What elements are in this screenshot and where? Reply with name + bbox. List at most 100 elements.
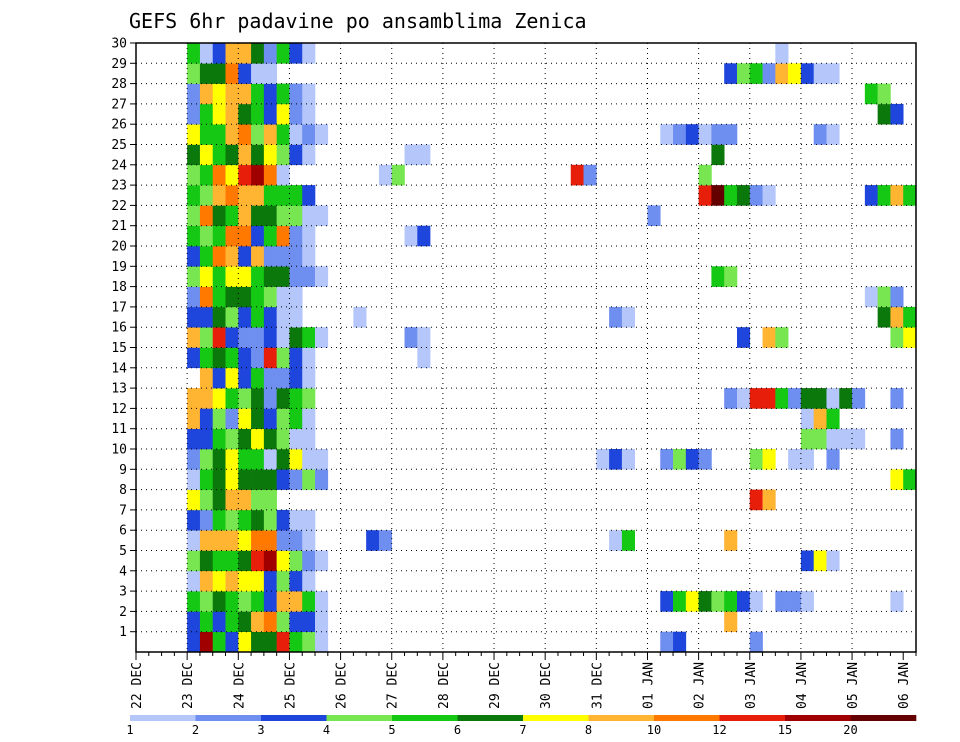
heatmap-cell xyxy=(276,144,290,166)
heatmap-cell xyxy=(199,246,214,267)
heatmap-cell xyxy=(263,550,277,572)
heatmap-cell xyxy=(212,388,226,409)
heatmap-cell xyxy=(852,428,866,450)
heatmap-cell xyxy=(276,428,290,450)
heatmap-cell xyxy=(225,205,239,226)
heatmap-cell xyxy=(225,530,239,551)
colorbar-label: 4 xyxy=(323,723,330,737)
heatmap-cell xyxy=(225,611,239,632)
heatmap-cell xyxy=(251,428,265,450)
heatmap-cell xyxy=(225,347,239,369)
heatmap-cell xyxy=(826,428,840,450)
heatmap-cell xyxy=(289,185,303,206)
heatmap-cell xyxy=(813,63,827,84)
heatmap-cell xyxy=(302,205,316,226)
heatmap-cell xyxy=(225,83,239,105)
heatmap-cell xyxy=(315,205,329,226)
heatmap-cell xyxy=(199,327,214,348)
heatmap-cell xyxy=(302,367,316,389)
heatmap-cell xyxy=(251,367,265,389)
heatmap-cell xyxy=(685,124,699,145)
heatmap-cell xyxy=(187,266,201,287)
heatmap-cell xyxy=(903,185,917,206)
colorbar-label: 1 xyxy=(126,723,133,737)
heatmap-cell xyxy=(212,83,226,105)
heatmap-cell xyxy=(736,185,751,206)
heatmap-cell xyxy=(199,266,214,287)
heatmap-cell xyxy=(788,449,802,470)
heatmap-cell xyxy=(762,449,776,470)
heatmap-cell xyxy=(289,43,303,64)
heatmap-cell xyxy=(251,124,265,145)
heatmap-cell xyxy=(225,469,239,490)
colorbar-label: 8 xyxy=(585,723,592,737)
heatmap-cell xyxy=(187,225,201,247)
heatmap-cell xyxy=(238,144,252,166)
heatmap-cell xyxy=(263,631,277,653)
heatmap-cell xyxy=(199,428,214,450)
x-tick-label: 04 JAN xyxy=(795,662,810,709)
heatmap-cell xyxy=(877,306,891,328)
heatmap-cell xyxy=(289,103,303,125)
heatmap-cell xyxy=(263,266,277,287)
heatmap-cell xyxy=(289,225,303,247)
heatmap-cell xyxy=(736,388,751,409)
heatmap-cell xyxy=(238,327,252,348)
heatmap-cell xyxy=(762,63,776,84)
heatmap-cell xyxy=(864,83,878,105)
heatmap-cell xyxy=(212,124,226,145)
heatmap-cell xyxy=(724,591,738,612)
heatmap-cell xyxy=(212,367,226,389)
colorbar-swatch xyxy=(130,715,196,721)
heatmap-cell xyxy=(199,164,214,186)
heatmap-cell xyxy=(800,428,815,450)
heatmap-cell xyxy=(251,591,265,612)
heatmap-cell xyxy=(302,428,316,450)
heatmap-cell xyxy=(199,63,214,84)
heatmap-cell xyxy=(187,83,201,105)
heatmap-cell xyxy=(749,631,763,653)
heatmap-cell xyxy=(238,124,252,145)
heatmap-cell xyxy=(251,530,265,551)
heatmap-cell xyxy=(877,103,891,125)
heatmap-cell xyxy=(225,367,239,389)
heatmap-cell xyxy=(711,124,725,145)
heatmap-cell xyxy=(289,509,303,531)
heatmap-cell xyxy=(749,185,763,206)
heatmap-cell xyxy=(212,266,226,287)
heatmap-cell xyxy=(187,449,201,470)
heatmap-cell xyxy=(251,449,265,470)
heatmap-cell xyxy=(890,327,904,348)
heatmap-cell xyxy=(673,591,687,612)
heatmap-cell xyxy=(199,225,214,247)
heatmap-cell xyxy=(302,83,316,105)
heatmap-cell xyxy=(263,591,277,612)
heatmap-cell xyxy=(724,124,738,145)
heatmap-cell xyxy=(570,164,584,186)
heatmap-cell xyxy=(187,164,201,186)
heatmap-cell xyxy=(238,205,252,226)
heatmap-cell xyxy=(276,327,290,348)
heatmap-cell xyxy=(276,530,290,551)
heatmap-cell xyxy=(660,591,674,612)
heatmap-cell xyxy=(212,570,226,592)
y-tick-label: 2 xyxy=(119,605,127,620)
y-tick-label: 18 xyxy=(111,280,127,295)
heatmap-cell xyxy=(302,347,316,369)
heatmap-cell xyxy=(404,144,418,166)
heatmap-cell xyxy=(302,550,316,572)
heatmap-cell xyxy=(621,306,635,328)
y-tick-label: 1 xyxy=(119,625,127,640)
heatmap-cell xyxy=(187,246,201,267)
x-tick-label: 29 DEC xyxy=(488,662,503,709)
heatmap-cell xyxy=(302,611,316,632)
heatmap-cell xyxy=(315,550,329,572)
heatmap-cell xyxy=(762,489,776,511)
y-axis-ticks: 1234567891011121314151617181920212223242… xyxy=(111,37,136,640)
heatmap-cell xyxy=(890,103,904,125)
heatmap-cell xyxy=(225,570,239,592)
heatmap-cell xyxy=(404,225,418,247)
heatmap-cell xyxy=(353,306,367,328)
heatmap-cell xyxy=(187,63,201,84)
heatmap-cell xyxy=(826,550,840,572)
